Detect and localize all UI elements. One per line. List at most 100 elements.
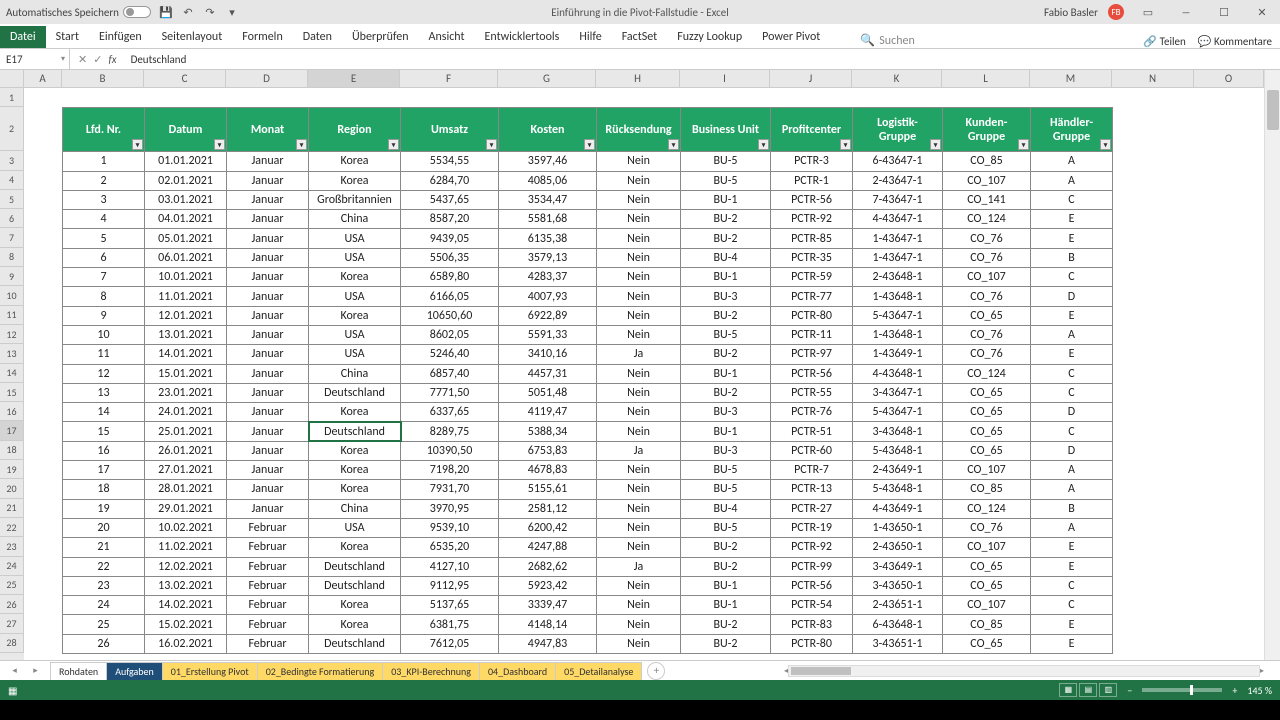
row-header[interactable]: 4 xyxy=(0,171,24,190)
table-cell[interactable]: 13.01.2021 xyxy=(145,325,227,344)
row-header[interactable]: 11 xyxy=(0,306,24,325)
table-cell[interactable]: 5506,35 xyxy=(401,248,499,267)
table-cell[interactable]: 4-43648-1 xyxy=(853,364,943,383)
table-cell[interactable]: CO_65 xyxy=(943,422,1031,441)
table-cell[interactable]: 6381,75 xyxy=(401,615,499,634)
filter-icon[interactable]: ▾ xyxy=(214,139,225,150)
table-cell[interactable]: Nein xyxy=(597,422,681,441)
row-header[interactable]: 2 xyxy=(0,107,24,151)
table-cell[interactable]: CO_124 xyxy=(943,364,1031,383)
table-cell[interactable]: 4283,37 xyxy=(499,268,597,287)
table-cell[interactable]: Januar xyxy=(227,383,309,402)
table-cell[interactable]: 5-43648-1 xyxy=(853,480,943,499)
filter-icon[interactable]: ▾ xyxy=(296,139,307,150)
normal-view-icon[interactable]: ▦ xyxy=(1059,683,1077,697)
table-cell[interactable]: BU-5 xyxy=(681,325,771,344)
table-cell[interactable]: CO_76 xyxy=(943,325,1031,344)
table-cell[interactable]: 8587,20 xyxy=(401,210,499,229)
table-cell[interactable]: E xyxy=(1031,538,1113,557)
table-cell[interactable]: 6753,83 xyxy=(499,441,597,460)
table-cell[interactable]: 11 xyxy=(63,345,145,364)
table-cell[interactable]: Nein xyxy=(597,634,681,653)
table-cell[interactable]: USA xyxy=(309,518,401,537)
table-cell[interactable]: BU-4 xyxy=(681,248,771,267)
table-header[interactable]: Rücksendung▾ xyxy=(597,108,681,152)
table-cell[interactable]: 6-43647-1 xyxy=(853,152,943,171)
table-cell[interactable]: E xyxy=(1031,210,1113,229)
table-cell[interactable]: Deutschland xyxy=(309,557,401,576)
table-cell[interactable]: Nein xyxy=(597,403,681,422)
table-cell[interactable]: 9539,10 xyxy=(401,518,499,537)
table-cell[interactable]: BU-1 xyxy=(681,576,771,595)
table-cell[interactable]: E xyxy=(1031,615,1113,634)
table-cell[interactable]: China xyxy=(309,499,401,518)
table-cell[interactable]: Nein xyxy=(597,152,681,171)
table-cell[interactable]: 7771,50 xyxy=(401,383,499,402)
table-cell[interactable]: 2-43649-1 xyxy=(853,461,943,480)
table-cell[interactable]: 25.01.2021 xyxy=(145,422,227,441)
table-cell[interactable]: A xyxy=(1031,171,1113,190)
tab-daten[interactable]: Daten xyxy=(293,26,342,48)
column-header[interactable]: H xyxy=(596,70,680,88)
table-cell[interactable]: 5246,40 xyxy=(401,345,499,364)
table-cell[interactable]: Januar xyxy=(227,480,309,499)
table-cell[interactable]: Nein xyxy=(597,287,681,306)
table-cell[interactable]: 1 xyxy=(63,152,145,171)
filter-icon[interactable]: ▾ xyxy=(758,139,769,150)
tab-hilfe[interactable]: Hilfe xyxy=(569,26,611,48)
table-cell[interactable]: 5591,33 xyxy=(499,325,597,344)
table-cell[interactable]: Nein xyxy=(597,190,681,209)
table-cell[interactable]: 3-43648-1 xyxy=(853,422,943,441)
table-cell[interactable]: CO_65 xyxy=(943,634,1031,653)
table-cell[interactable]: 24.01.2021 xyxy=(145,403,227,422)
tab-einfügen[interactable]: Einfügen xyxy=(89,26,152,48)
table-cell[interactable]: PCTR-56 xyxy=(771,190,853,209)
tab-start[interactable]: Start xyxy=(46,26,89,48)
table-cell[interactable]: Februar xyxy=(227,615,309,634)
column-header[interactable]: K xyxy=(852,70,942,88)
table-cell[interactable]: 6 xyxy=(63,248,145,267)
table-cell[interactable]: PCTR-56 xyxy=(771,576,853,595)
table-cell[interactable]: 2-43647-1 xyxy=(853,171,943,190)
table-cell[interactable]: 9112,95 xyxy=(401,576,499,595)
table-cell[interactable]: 7-43647-1 xyxy=(853,190,943,209)
column-header[interactable]: M xyxy=(1030,70,1112,88)
table-cell[interactable]: 21 xyxy=(63,538,145,557)
row-header[interactable]: 15 xyxy=(0,383,24,402)
table-cell[interactable]: 10 xyxy=(63,325,145,344)
table-cell[interactable]: 5-43648-1 xyxy=(853,441,943,460)
tab-formeln[interactable]: Formeln xyxy=(232,26,292,48)
table-cell[interactable]: Januar xyxy=(227,461,309,480)
table-cell[interactable]: CO_65 xyxy=(943,383,1031,402)
table-cell[interactable]: 5-43647-1 xyxy=(853,306,943,325)
table-cell[interactable]: 6166,05 xyxy=(401,287,499,306)
table-cell[interactable]: Nein xyxy=(597,596,681,615)
table-cell[interactable]: Januar xyxy=(227,268,309,287)
table-cell[interactable]: 5534,55 xyxy=(401,152,499,171)
tab-ansicht[interactable]: Ansicht xyxy=(419,26,475,48)
table-cell[interactable]: PCTR-1 xyxy=(771,171,853,190)
table-cell[interactable]: Nein xyxy=(597,229,681,248)
table-cell[interactable]: 5155,61 xyxy=(499,480,597,499)
row-header[interactable]: 28 xyxy=(0,634,24,653)
table-cell[interactable]: Januar xyxy=(227,499,309,518)
column-header[interactable]: D xyxy=(226,70,308,88)
maximize-icon[interactable]: ☐ xyxy=(1210,2,1238,22)
table-cell[interactable]: 4457,31 xyxy=(499,364,597,383)
share-button[interactable]: 🔗 Teilen xyxy=(1143,35,1185,48)
table-cell[interactable]: 6284,70 xyxy=(401,171,499,190)
table-cell[interactable]: Nein xyxy=(597,518,681,537)
table-cell[interactable]: Korea xyxy=(309,171,401,190)
table-cell[interactable]: PCTR-85 xyxy=(771,229,853,248)
table-cell[interactable]: 4 xyxy=(63,210,145,229)
table-cell[interactable]: Januar xyxy=(227,229,309,248)
table-cell[interactable]: CO_76 xyxy=(943,518,1031,537)
table-cell[interactable]: 10.01.2021 xyxy=(145,268,227,287)
table-cell[interactable]: 01.01.2021 xyxy=(145,152,227,171)
table-cell[interactable]: 6922,89 xyxy=(499,306,597,325)
table-cell[interactable]: 05.01.2021 xyxy=(145,229,227,248)
table-cell[interactable]: CO_107 xyxy=(943,268,1031,287)
table-cell[interactable]: 1-43648-1 xyxy=(853,287,943,306)
tab-file[interactable]: Datei xyxy=(0,26,46,48)
table-cell[interactable]: Korea xyxy=(309,461,401,480)
